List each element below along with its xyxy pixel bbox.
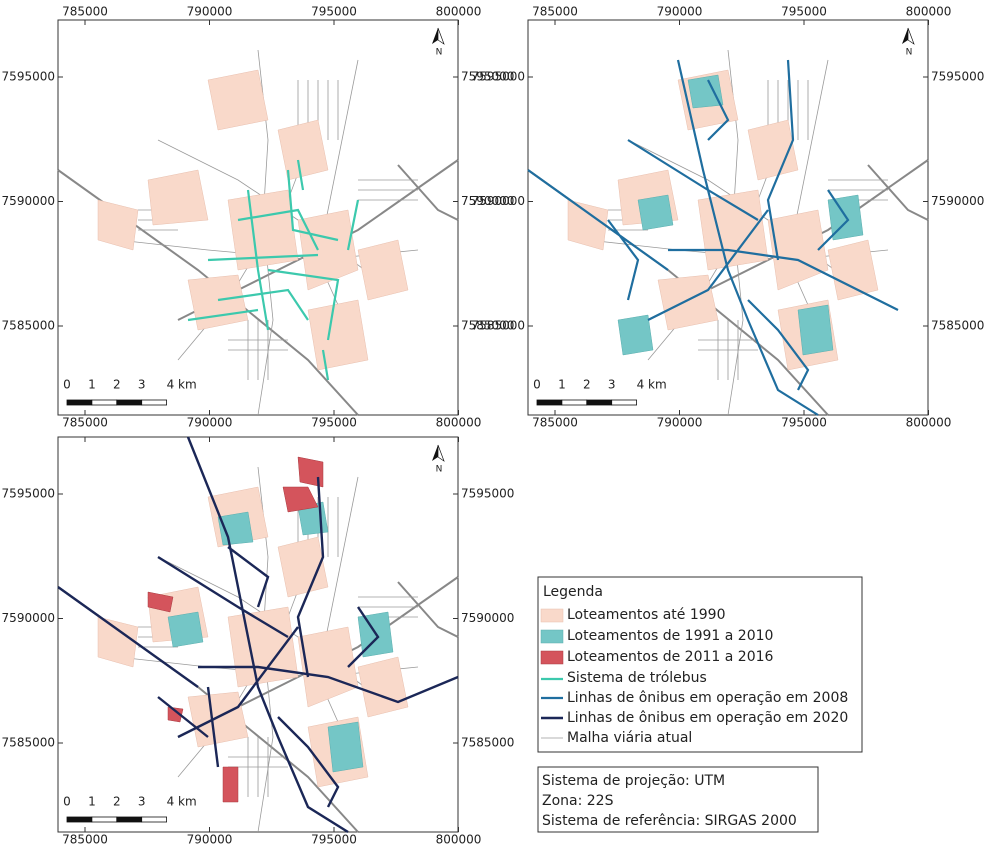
scale-label: 1 [88, 378, 96, 392]
easting-label: 795000 [781, 5, 827, 19]
map-panel [528, 20, 928, 415]
projection-line: Zona: 22S [542, 793, 614, 809]
easting-label: 785000 [62, 833, 108, 847]
northing-label: 7590000 [472, 194, 525, 208]
scale-label: 3 [138, 378, 146, 392]
scale-bar-segment [117, 400, 142, 405]
northing-label: 7590000 [461, 611, 514, 625]
north-label: N [436, 48, 443, 58]
scale-label: 3 [138, 795, 146, 809]
scale-bar-segment [67, 817, 92, 822]
easting-label: 800000 [436, 5, 482, 19]
northing-label: 7585000 [461, 736, 514, 750]
northing-label: 7585000 [2, 319, 55, 333]
north-label: N [906, 48, 913, 58]
scale-label: 2 [113, 378, 121, 392]
scale-bar-segment [142, 400, 167, 405]
northing-label: 7585000 [931, 319, 984, 333]
easting-label: 795000 [311, 416, 357, 430]
legend-item: Linhas de ônibus em operação em 2020 [567, 710, 848, 726]
legend-item: Linhas de ônibus em operação em 2008 [567, 690, 848, 706]
scale-label: 0 [63, 795, 71, 809]
projection-line: Sistema de referência: SIRGAS 2000 [542, 813, 797, 829]
scale-label: 2 [113, 795, 121, 809]
northing-label: 7595000 [461, 487, 514, 501]
easting-label: 790000 [657, 416, 703, 430]
scale-bar-segment [587, 400, 612, 405]
scale-label: 0 [63, 378, 71, 392]
easting-label: 785000 [62, 5, 108, 19]
legend-item: Malha viária atual [567, 730, 692, 746]
scale-bar-segment [612, 400, 637, 405]
scale-bar-segment [92, 400, 117, 405]
easting-label: 800000 [906, 416, 952, 430]
northing-label: 7595000 [931, 70, 984, 84]
map-panel [58, 20, 458, 415]
scale-label: 4 km [637, 378, 667, 392]
northing-label: 7590000 [2, 194, 55, 208]
map-panel [58, 437, 458, 832]
scale-bar-segment [117, 817, 142, 822]
legend-item: Sistema de trólebus [567, 670, 707, 686]
easting-label: 785000 [62, 416, 108, 430]
northing-label: 7585000 [472, 319, 525, 333]
legend-item: Loteamentos de 2011 a 2016 [567, 649, 774, 665]
easting-label: 785000 [532, 5, 578, 19]
easting-label: 790000 [187, 833, 233, 847]
scale-bar-segment [537, 400, 562, 405]
northing-label: 7590000 [2, 611, 55, 625]
northing-label: 7595000 [2, 487, 55, 501]
easting-label: 790000 [187, 416, 233, 430]
scale-label: 3 [608, 378, 616, 392]
scale-bar-segment [92, 817, 117, 822]
scale-label: 0 [533, 378, 541, 392]
scale-label: 2 [583, 378, 591, 392]
scale-label: 1 [88, 795, 96, 809]
northing-label: 7595000 [472, 70, 525, 84]
legend-item: Loteamentos até 1990 [567, 607, 725, 623]
legend-title: Legenda [543, 584, 603, 600]
scale-label: 4 km [167, 378, 197, 392]
easting-label: 785000 [532, 416, 578, 430]
easting-label: 795000 [311, 833, 357, 847]
northing-label: 7585000 [2, 736, 55, 750]
north-label: N [436, 465, 443, 475]
legend-item: Loteamentos de 1991 a 2010 [567, 628, 773, 644]
scale-bar-segment [562, 400, 587, 405]
projection-line: Sistema de projeção: UTM [542, 773, 725, 789]
scale-bar-segment [67, 400, 92, 405]
scale-label: 4 km [167, 795, 197, 809]
scale-bar-segment [142, 817, 167, 822]
easting-label: 790000 [187, 5, 233, 19]
figure: 785000 785000 790000 790000 795000 795000 8000… [0, 0, 985, 853]
easting-label: 800000 [906, 5, 952, 19]
scale-label: 1 [558, 378, 566, 392]
northing-label: 7595000 [2, 70, 55, 84]
easting-label: 800000 [436, 833, 482, 847]
easting-label: 795000 [311, 5, 357, 19]
northing-label: 7590000 [931, 194, 984, 208]
easting-label: 795000 [781, 416, 827, 430]
easting-label: 800000 [436, 416, 482, 430]
easting-label: 790000 [657, 5, 703, 19]
